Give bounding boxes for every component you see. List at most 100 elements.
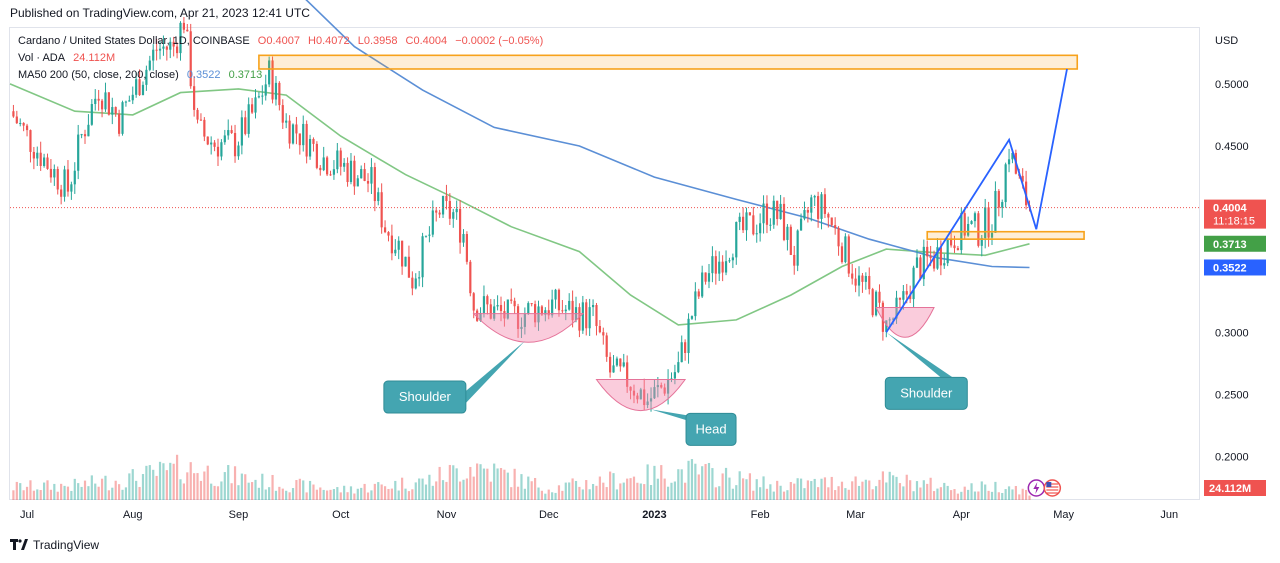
candle[interactable] [554,289,557,300]
candle[interactable] [353,160,356,187]
candle[interactable] [844,236,847,263]
candle[interactable] [42,157,46,166]
candle[interactable] [128,100,131,102]
candle[interactable] [578,307,581,331]
candle[interactable] [66,169,70,192]
candle[interactable] [551,299,554,316]
candle[interactable] [885,320,888,332]
candle[interactable] [172,41,175,47]
candle[interactable] [588,307,591,329]
candle[interactable] [851,273,854,279]
candle[interactable] [684,342,687,353]
candle[interactable] [953,245,956,249]
candle[interactable] [861,275,864,282]
candle[interactable] [182,22,185,30]
candle[interactable] [196,109,199,120]
candle[interactable] [114,107,117,114]
candle[interactable] [356,178,359,187]
candle[interactable] [973,213,977,222]
candle[interactable] [728,260,731,262]
zone-neckline[interactable] [926,230,1085,240]
candle[interactable] [595,305,598,327]
candle[interactable] [864,275,867,282]
candle[interactable] [312,138,315,144]
candle[interactable] [718,261,721,274]
candle[interactable] [100,100,104,110]
candle[interactable] [77,134,80,171]
candle[interactable] [216,146,220,157]
candle[interactable] [915,257,919,268]
candle[interactable] [493,306,496,319]
candle[interactable] [162,46,165,49]
candle[interactable] [503,311,506,319]
candle[interactable] [148,60,151,70]
candle[interactable] [711,256,714,274]
candle[interactable] [663,387,666,394]
candle[interactable] [486,296,489,305]
candle[interactable] [782,203,786,240]
candle[interactable] [994,190,997,233]
candle[interactable] [203,119,206,137]
candle[interactable] [687,318,690,353]
candle[interactable] [609,356,612,373]
candle[interactable] [598,326,601,333]
candle[interactable] [772,200,775,225]
candle[interactable] [53,168,56,178]
candle[interactable] [496,305,499,307]
candle[interactable] [714,256,717,274]
candle[interactable] [428,234,431,236]
candle[interactable] [158,48,162,51]
candle[interactable] [929,256,932,258]
candle[interactable] [759,223,762,234]
candle[interactable] [977,213,980,246]
candle[interactable] [677,362,680,373]
candle[interactable] [220,142,223,157]
candle[interactable] [724,261,728,273]
candle[interactable] [73,170,76,185]
candle[interactable] [626,362,629,387]
candle[interactable] [213,142,216,147]
candle[interactable] [295,124,298,134]
candle[interactable] [943,263,946,266]
candle[interactable] [820,194,823,219]
candle[interactable] [694,291,697,317]
candle[interactable] [602,332,605,336]
candle[interactable] [1021,175,1024,182]
candle[interactable] [895,297,898,319]
candle[interactable] [765,203,769,225]
candle[interactable] [834,225,837,229]
candle[interactable] [472,293,475,311]
candle[interactable] [970,221,973,224]
candle[interactable] [810,197,813,213]
candle[interactable] [1011,152,1014,160]
candle[interactable] [813,196,816,198]
candle[interactable] [741,216,745,231]
candle[interactable] [155,49,158,51]
candle[interactable] [564,309,567,312]
candle[interactable] [878,291,881,303]
candle[interactable] [963,213,966,236]
candle[interactable] [240,117,243,146]
candle[interactable] [1004,164,1007,203]
candle[interactable] [823,194,827,214]
candle[interactable] [165,46,168,50]
candle[interactable] [939,247,942,266]
candle[interactable] [803,210,806,219]
candle[interactable] [653,387,656,399]
candle[interactable] [888,319,891,321]
candle[interactable] [141,84,145,96]
candle[interactable] [169,41,172,50]
candle[interactable] [980,238,983,246]
candle[interactable] [366,180,370,184]
candle[interactable] [387,232,390,236]
candle[interactable] [892,318,895,320]
candle[interactable] [762,203,765,224]
candle[interactable] [840,246,844,263]
candle[interactable] [448,201,451,219]
candle[interactable] [424,235,428,237]
candle[interactable] [121,102,124,134]
candle[interactable] [380,192,383,228]
candle[interactable] [227,130,230,136]
candle[interactable] [46,157,49,169]
candle[interactable] [298,133,301,146]
